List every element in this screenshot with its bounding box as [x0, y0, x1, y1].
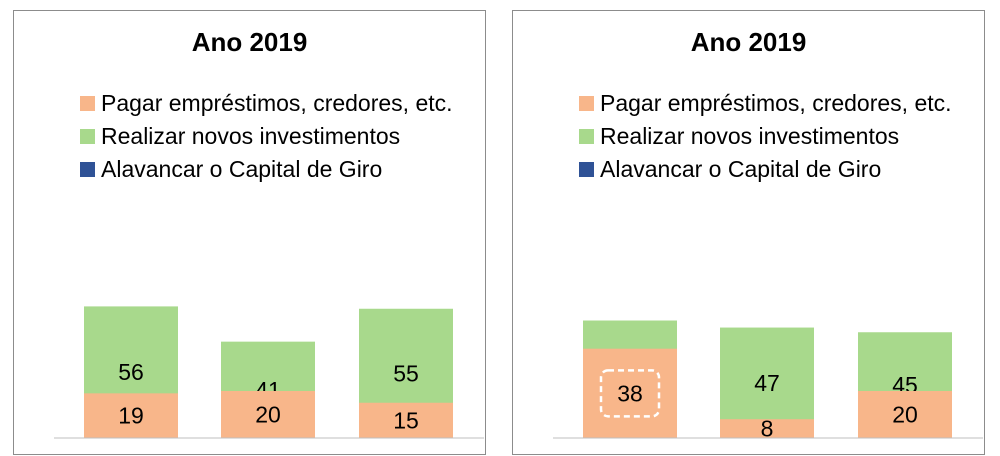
bar-segment-pagar	[359, 402, 453, 438]
legend-label-realizar: Realizar novos investimentos	[600, 123, 900, 149]
legend-swatch-realizar	[579, 129, 594, 144]
data-label-realizar: 55	[393, 360, 419, 386]
data-label-realizar: 47	[754, 370, 780, 396]
bar-segment-pagar	[858, 391, 952, 438]
bar-segment-pagar	[84, 393, 178, 438]
legend-item-alavancar: Alavancar o Capital de Giro	[579, 153, 952, 186]
data-label-pagar: 38	[617, 380, 643, 406]
legend-label-alavancar: Alavancar o Capital de Giro	[101, 156, 383, 182]
bar-segment-pagar	[583, 348, 677, 438]
legend-swatch-pagar	[579, 96, 594, 111]
highlight-box	[599, 369, 661, 418]
legend-swatch-pagar	[80, 96, 95, 111]
legend-label-realizar: Realizar novos investimentos	[101, 123, 401, 149]
chart-panel-right: Ano 2019 Pagar empréstimos, credores, et…	[512, 10, 985, 455]
legend-label-alavancar: Alavancar o Capital de Giro	[600, 156, 882, 182]
legend-item-realizar: Realizar novos investimentos	[579, 120, 952, 153]
data-label-pagar: 15	[393, 407, 419, 433]
data-label-realizar: 56	[118, 359, 144, 385]
legend-swatch-alavancar	[579, 162, 594, 177]
data-label-pagar: 20	[255, 402, 281, 428]
chart-title: Ano 2019	[690, 27, 807, 57]
legend-swatch-alavancar	[80, 162, 95, 177]
legend-swatch-realizar	[80, 129, 95, 144]
legend-item-pagar: Pagar empréstimos, credores, etc.	[579, 87, 952, 120]
bar-segment-pagar	[720, 419, 814, 438]
stacked-bar-plot: 12503845478354520	[553, 320, 983, 442]
legend-label-pagar: Pagar empréstimos, credores, etc.	[600, 90, 952, 116]
legend-item-pagar: Pagar empréstimos, credores, etc.	[80, 87, 453, 120]
data-label-pagar: 19	[118, 403, 144, 429]
chart-panel-left: Ano 2019 Pagar empréstimos, credores, et…	[13, 10, 486, 455]
chart-title: Ano 2019	[191, 27, 308, 57]
chart-legend: Pagar empréstimos, credores, etc. Realiz…	[80, 87, 453, 186]
legend-label-pagar: Pagar empréstimos, credores, etc.	[101, 90, 453, 116]
stacked-bar-plot: 255619394120305515	[54, 306, 484, 439]
chart-legend: Pagar empréstimos, credores, etc. Realiz…	[579, 87, 952, 186]
data-label-pagar: 20	[892, 402, 918, 428]
legend-item-realizar: Realizar novos investimentos	[80, 120, 453, 153]
bar-segment-pagar	[221, 391, 315, 438]
data-label-pagar: 8	[761, 416, 774, 442]
legend-item-alavancar: Alavancar o Capital de Giro	[80, 153, 453, 186]
